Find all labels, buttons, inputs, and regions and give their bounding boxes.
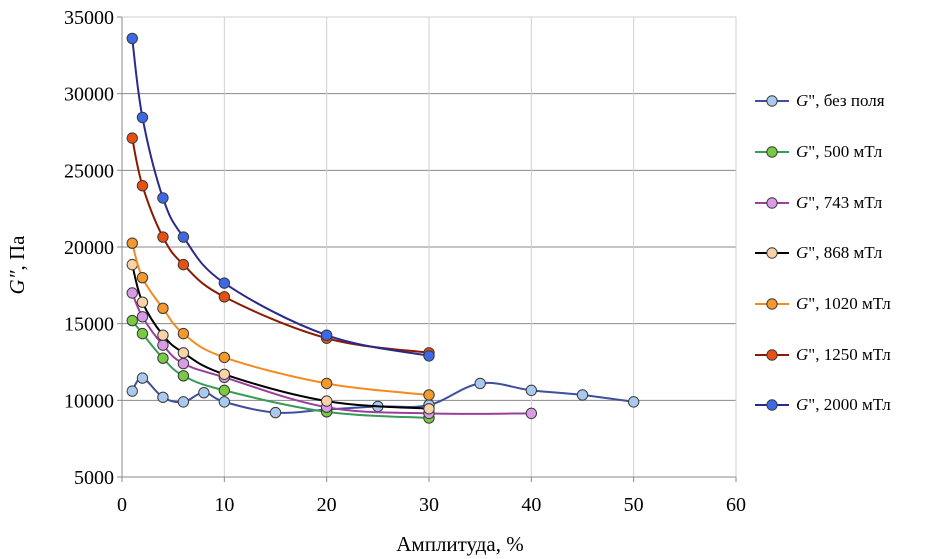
data-point bbox=[198, 386, 210, 399]
data-point bbox=[218, 277, 231, 289]
data-point bbox=[627, 396, 640, 408]
legend-swatch bbox=[754, 196, 790, 210]
y-tick-label: 30000 bbox=[64, 84, 114, 106]
data-point bbox=[126, 237, 138, 249]
data-point bbox=[320, 377, 333, 390]
tick-labels: 5000 10000 15000 20000 25000 30000 35000 0 10 20 3… bbox=[64, 7, 746, 516]
legend-label: G", без поля bbox=[796, 91, 885, 111]
data-point bbox=[423, 403, 435, 415]
data-point bbox=[177, 370, 190, 382]
legend-label: G", 500 мТл bbox=[796, 142, 883, 162]
data-point bbox=[218, 291, 231, 303]
data-point bbox=[157, 231, 169, 243]
y-axis-title: G″, Па bbox=[5, 235, 29, 295]
data-point bbox=[423, 350, 435, 362]
legend-item: G", 743 мТл bbox=[754, 177, 924, 228]
data-point bbox=[177, 357, 190, 370]
legend-label: G", 1020 мТл bbox=[796, 294, 891, 314]
data-point bbox=[218, 351, 231, 364]
legend-label: G", 2000 мТл bbox=[796, 395, 891, 415]
data-point bbox=[177, 396, 190, 408]
data-point bbox=[218, 396, 231, 408]
data-point bbox=[177, 258, 190, 271]
data-point bbox=[525, 384, 538, 397]
series-line bbox=[131, 38, 430, 357]
y-tick-label: 25000 bbox=[64, 160, 114, 182]
data-point bbox=[126, 287, 138, 299]
legend-item: G", 1250 мТл bbox=[754, 329, 924, 380]
series-lines bbox=[126, 32, 640, 424]
data-point bbox=[126, 32, 138, 45]
x-axis-title: Амплитуда, % bbox=[396, 532, 524, 556]
series-3 bbox=[126, 258, 435, 415]
data-point bbox=[157, 192, 169, 204]
series-line bbox=[131, 319, 430, 419]
data-point bbox=[126, 385, 138, 397]
data-point bbox=[423, 389, 435, 401]
series-5 bbox=[126, 132, 435, 359]
data-point bbox=[136, 327, 149, 340]
legend-label: G", 743 мТл bbox=[796, 192, 883, 212]
data-point bbox=[218, 368, 231, 380]
x-tick-label: 60 bbox=[726, 494, 746, 516]
data-point bbox=[136, 271, 149, 284]
data-point bbox=[126, 132, 138, 144]
data-point bbox=[474, 377, 486, 390]
data-point bbox=[177, 327, 190, 340]
axes bbox=[117, 16, 737, 482]
x-tick-label: 20 bbox=[317, 494, 337, 516]
data-point bbox=[218, 384, 231, 397]
y-tick-label: 15000 bbox=[64, 314, 114, 336]
legend-item: G", без поля bbox=[754, 76, 924, 127]
data-point bbox=[525, 407, 538, 420]
legend-swatch bbox=[754, 348, 790, 362]
data-point bbox=[177, 347, 190, 359]
series-0 bbox=[126, 372, 640, 419]
data-point bbox=[320, 329, 333, 341]
series-4 bbox=[126, 237, 435, 401]
data-point bbox=[136, 372, 149, 384]
y-tick-label: 20000 bbox=[64, 237, 114, 259]
legend-item: G", 1020 мТл bbox=[754, 279, 924, 330]
data-point bbox=[157, 329, 169, 341]
legend-swatch bbox=[754, 145, 790, 159]
legend-label: G", 868 мТл bbox=[796, 243, 883, 263]
series-line bbox=[131, 292, 532, 415]
legend-item: G", 868 мТл bbox=[754, 228, 924, 279]
data-point bbox=[576, 389, 589, 401]
x-tick-label: 50 bbox=[624, 494, 644, 516]
data-point bbox=[177, 231, 190, 243]
y-tick-label: 10000 bbox=[64, 390, 114, 412]
x-tick-label: 30 bbox=[419, 494, 439, 516]
legend-swatch bbox=[754, 246, 790, 260]
x-tick-label: 0 bbox=[117, 494, 127, 516]
data-point bbox=[126, 314, 138, 327]
data-point bbox=[136, 179, 149, 192]
data-point bbox=[269, 406, 282, 419]
data-point bbox=[157, 352, 169, 364]
y-tick-label: 35000 bbox=[64, 7, 114, 29]
data-point bbox=[136, 311, 149, 323]
legend-item: G", 2000 мТл bbox=[754, 380, 924, 431]
data-point bbox=[157, 302, 169, 315]
data-point bbox=[136, 296, 149, 308]
chart-legend: G", без поля G", 500 мТл G", 743 мТл G", 86… bbox=[754, 76, 924, 431]
data-point bbox=[320, 395, 333, 407]
legend-label: G", 1250 мТл bbox=[796, 344, 891, 364]
data-point bbox=[157, 339, 169, 351]
x-tick-label: 40 bbox=[521, 494, 541, 516]
series-line bbox=[131, 264, 430, 410]
legend-swatch bbox=[754, 94, 790, 108]
data-point bbox=[157, 391, 169, 403]
legend-swatch bbox=[754, 398, 790, 412]
series-6 bbox=[126, 32, 435, 362]
legend-swatch bbox=[754, 297, 790, 311]
data-point bbox=[136, 111, 149, 124]
legend-item: G", 500 мТл bbox=[754, 127, 924, 178]
y-tick-label: 5000 bbox=[74, 467, 114, 489]
x-tick-label: 10 bbox=[214, 494, 234, 516]
